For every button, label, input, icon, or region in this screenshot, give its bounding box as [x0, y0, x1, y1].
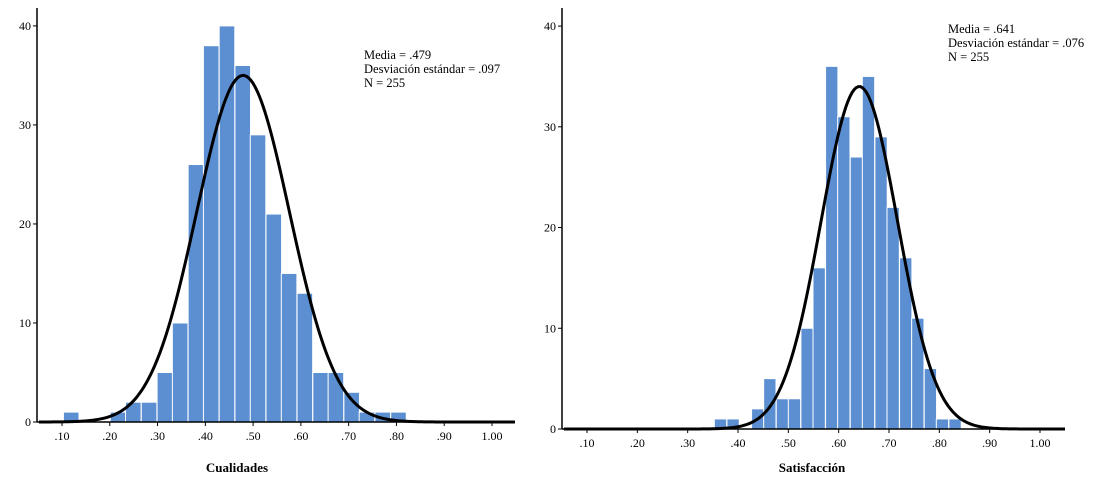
histogram-bar: [187, 164, 205, 423]
x-tick-label: .80: [389, 429, 404, 443]
x-axis-label: Satisfacción: [779, 460, 846, 475]
x-tick-label: .60: [831, 436, 846, 450]
stat-line: Media = .479: [364, 48, 431, 62]
histogram-bar: [171, 322, 189, 423]
histogram-bar: [861, 75, 876, 430]
y-ticks: 0 10 20 30 40: [19, 19, 37, 429]
histogram-bar: [825, 65, 839, 430]
y-tick-label: 20: [544, 221, 556, 235]
histogram-bar: [327, 371, 345, 423]
y-tick-label: 30: [19, 118, 31, 132]
y-tick-label: 40: [19, 19, 31, 33]
x-tick-label: .50: [781, 436, 796, 450]
stat-line: N = 255: [948, 50, 989, 64]
x-tick-label: .20: [630, 436, 645, 450]
x-ticks: .10 .20 .30 .40 .50 .60 .70 .80 .90 1.00: [55, 422, 503, 443]
x-tick-label: 1.00: [1030, 436, 1051, 450]
x-tick-label: .70: [341, 429, 356, 443]
x-tick-label: .90: [437, 429, 452, 443]
x-tick-label: .30: [150, 429, 165, 443]
histogram-bar: [812, 267, 826, 430]
histogram-bar: [886, 206, 900, 430]
x-tick-label: 1.00: [482, 429, 503, 443]
y-tick-label: 40: [544, 19, 556, 33]
histogram-bar: [312, 371, 329, 423]
y-tick-label: 10: [19, 316, 31, 330]
x-tick-label: .10: [55, 429, 70, 443]
axes: [561, 8, 1065, 430]
x-tick-label: .90: [982, 436, 997, 450]
histogram-bar: [800, 327, 814, 430]
x-tick-label: .80: [932, 436, 947, 450]
axes: [36, 8, 515, 423]
x-tick-label: .50: [246, 429, 261, 443]
histogram-bar: [156, 371, 174, 423]
histogram-bar: [280, 272, 298, 423]
stat-line: N = 255: [364, 76, 405, 90]
x-tick-label: .10: [580, 436, 595, 450]
x-tick-label: .70: [882, 436, 897, 450]
y-tick-label: 0: [25, 415, 31, 429]
histogram-bar: [296, 292, 314, 423]
histogram-bar: [249, 134, 267, 423]
histogram-bar: [775, 398, 790, 430]
x-tick-label: .20: [102, 429, 117, 443]
histogram-bar: [837, 116, 851, 430]
x-tick-label: .60: [293, 429, 308, 443]
x-tick-label: .30: [680, 436, 695, 450]
x-axis-label: Cualidades: [206, 460, 268, 475]
x-tick-label: .40: [731, 436, 746, 450]
histogram-satisfaccion: 0 10 20 30 40 .10 .20 .30 .40 .50 .60 .70 .80 .90 1.0…: [544, 8, 1084, 475]
x-tick-label: .40: [198, 429, 213, 443]
stat-line: Desviación estándar = .076: [948, 36, 1084, 50]
histogram-bar: [763, 378, 777, 430]
histogram-cualidades: 0 10 20 30 40 .10 .20 .30 .40 .50 .60 .70 .80 .90 1.0…: [19, 8, 515, 475]
histogram-bar: [234, 65, 252, 423]
y-ticks: 0 10 20 30 40: [544, 19, 562, 436]
histogram-bar: [935, 418, 950, 430]
bars: [713, 65, 962, 430]
y-tick-label: 30: [544, 120, 556, 134]
y-tick-label: 10: [544, 321, 556, 335]
histogram-bar: [874, 136, 888, 430]
bars: [62, 25, 407, 423]
histogram-bar: [202, 45, 220, 423]
histogram-bar: [787, 398, 802, 430]
histogram-bar: [140, 401, 158, 423]
histogram-bar: [948, 418, 962, 430]
y-tick-label: 20: [19, 217, 31, 231]
stat-line: Desviación estándar = .097: [364, 62, 500, 76]
histogram-bar: [265, 213, 283, 423]
x-ticks: .10 .20 .30 .40 .50 .60 .70 .80 .90 1.00: [580, 429, 1051, 450]
histogram-bar: [849, 156, 864, 430]
stat-line: Media = .641: [948, 22, 1015, 36]
y-tick-label: 0: [550, 422, 556, 436]
